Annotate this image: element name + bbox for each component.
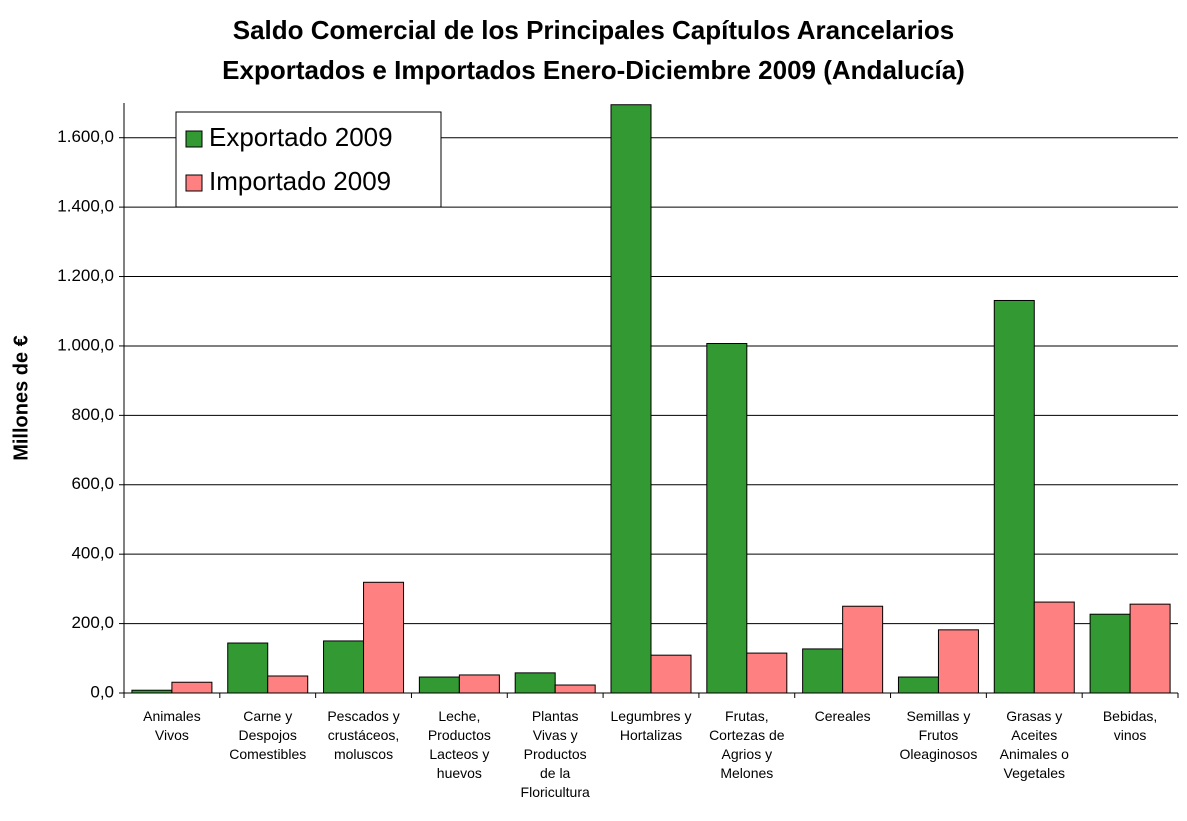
bar — [650, 654, 692, 694]
x-tick-label-box: Frutas, Cortezas de Agrios y Melones — [709, 708, 785, 781]
bar — [610, 104, 652, 694]
legend-label: Importado 2009 — [209, 166, 391, 196]
bar — [842, 605, 884, 694]
legend-swatch — [185, 174, 203, 192]
x-tick-label: Bebidas, vinos — [1102, 708, 1158, 743]
y-tick-label: 0,0 — [90, 682, 114, 701]
bar — [458, 674, 500, 694]
x-tick-label: Animales Vivos — [143, 708, 201, 743]
y-tick-label: 1.200,0 — [57, 266, 114, 285]
x-tick-label: Semillas y Frutos Oleaginosos — [899, 708, 978, 762]
chart-title: Saldo Comercial de los Principales Capít… — [222, 15, 965, 85]
x-tick-label-box: Cereales — [814, 708, 871, 724]
x-tick-label-box: Legumbres y Hortalizas — [610, 708, 692, 743]
bar — [1129, 603, 1171, 694]
y-tick-label: 1.000,0 — [57, 335, 114, 354]
y-tick-label: 400,0 — [71, 544, 114, 563]
legend-swatch — [185, 130, 203, 148]
legend — [175, 111, 442, 208]
bar — [323, 640, 365, 694]
x-tick-label-box: Pescados y crustáceos, moluscos — [327, 708, 400, 762]
bar — [131, 689, 173, 694]
bar — [1089, 613, 1131, 694]
x-tick-label-box: Carne y Despojos Comestibles — [229, 708, 307, 762]
bar — [1033, 601, 1075, 694]
x-tick-label: Cereales — [814, 708, 871, 724]
x-tick-label-box: Grasas y Aceites Animales o Vegetales — [999, 708, 1069, 781]
bar — [746, 652, 788, 694]
bar — [937, 629, 979, 694]
bar — [363, 581, 405, 694]
x-tick-label: Grasas y Aceites Animales o Vegetales — [999, 708, 1069, 781]
x-tick-label: Plantas Vivas y Productos de la Floricul… — [520, 708, 590, 800]
x-tick-label: Leche, Productos Lacteos y huevos — [427, 708, 491, 781]
bar — [418, 676, 460, 694]
bar — [554, 684, 596, 694]
bar — [514, 672, 556, 694]
bar — [993, 299, 1035, 694]
y-tick-label: 800,0 — [71, 405, 114, 424]
bar — [267, 675, 309, 694]
y-tick-label: 1.600,0 — [57, 127, 114, 146]
bar — [227, 642, 269, 694]
bar — [706, 343, 748, 694]
bar — [897, 676, 939, 694]
x-tick-label-box: Semillas y Frutos Oleaginosos — [899, 708, 978, 762]
y-tick-label: 600,0 — [71, 474, 114, 493]
y-tick-label: 1.400,0 — [57, 197, 114, 216]
x-tick-label-box: Animales Vivos — [143, 708, 201, 743]
y-tick-label: 200,0 — [71, 613, 114, 632]
x-tick-label: Pescados y crustáceos, moluscos — [327, 708, 400, 762]
legend-label: Exportado 2009 — [209, 122, 393, 152]
x-tick-label: Frutas, Cortezas de Agrios y Melones — [709, 708, 785, 781]
x-tick-label: Carne y Despojos Comestibles — [229, 708, 307, 762]
x-tick-label-box: Leche, Productos Lacteos y huevos — [427, 708, 491, 781]
x-tick-label: Legumbres y Hortalizas — [610, 708, 692, 743]
x-tick-label-box: Plantas Vivas y Productos de la Floricul… — [520, 708, 590, 800]
bar — [802, 648, 844, 694]
x-tick-label-box: Bebidas, vinos — [1102, 708, 1158, 743]
y-axis-label: Millones de € — [10, 335, 32, 461]
bar — [171, 681, 213, 694]
